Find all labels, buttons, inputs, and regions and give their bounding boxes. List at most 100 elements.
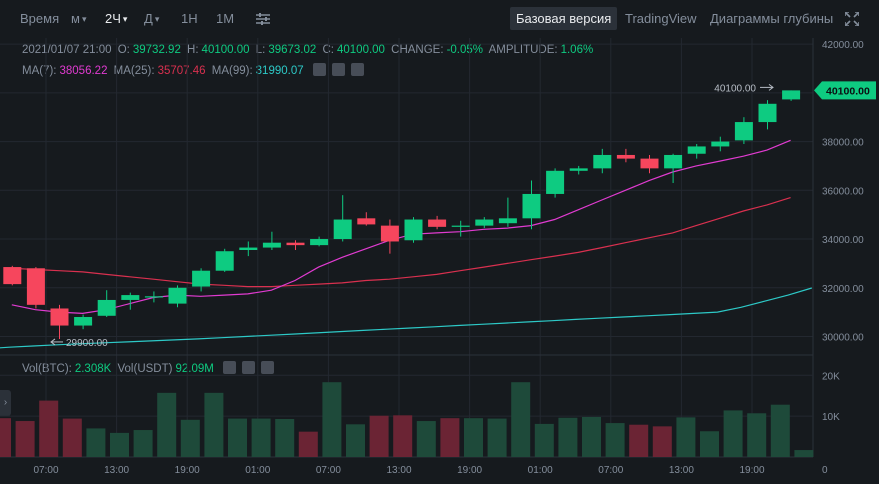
settings-icon[interactable]	[242, 361, 256, 374]
volume-bar	[393, 415, 413, 457]
volume-bar	[62, 418, 82, 457]
volume-bar	[133, 430, 153, 457]
interval-1m[interactable]: 1М	[216, 11, 235, 26]
volume-bar	[487, 418, 507, 457]
fullscreen-icon[interactable]	[844, 11, 860, 31]
volume-bar	[770, 404, 790, 457]
ohlc-legend: 2021/01/07 21:00 O: 39732.92 H: 40100.00 L…	[22, 44, 596, 56]
vol-usdt-value: 92.09M	[175, 363, 214, 375]
candle-body	[74, 317, 93, 326]
caret-down-icon: ▾	[81, 14, 87, 24]
candle-body	[97, 299, 116, 316]
eye-icon[interactable]	[312, 63, 326, 76]
volume-bar	[180, 419, 200, 457]
candle-body	[711, 141, 730, 147]
candle-body	[357, 218, 376, 225]
candle-body	[215, 251, 234, 271]
candle-body	[451, 225, 470, 227]
volume-bar	[440, 418, 460, 457]
candle-body	[168, 287, 187, 304]
volume-bar	[251, 418, 271, 457]
time-tick-label: 13:00	[386, 465, 411, 476]
candle-body	[475, 219, 494, 226]
candle-body	[192, 270, 211, 287]
vol-btc-value: 2.308K	[74, 363, 112, 375]
volume-bar	[322, 382, 342, 457]
ma-legend: MA(7): 38056.22 MA(25): 35707.46 MA(99): 31…	[22, 63, 367, 77]
time-tick-label: 19:00	[739, 465, 764, 476]
ma99-label: MA(99):	[211, 65, 253, 77]
view-depth[interactable]: Диаграммы глубины	[710, 11, 834, 26]
volume-bar	[605, 423, 625, 457]
candle-body	[380, 225, 399, 242]
high-label: H:	[187, 44, 199, 56]
candle-body	[782, 90, 801, 100]
volume-bar	[0, 418, 11, 457]
low-marker-label: 29900.00	[66, 338, 108, 349]
candle-body	[664, 154, 683, 169]
vol-usdt-label: Vol(USDT)	[117, 363, 173, 375]
amplitude-value: 1.06%	[560, 44, 594, 56]
time-tick-label: 07:00	[33, 465, 58, 476]
time-tick-label: 01:00	[245, 465, 270, 476]
volume-bar	[747, 413, 767, 457]
chart-toolbar: Время м ▾ 2Ч ▾ Д ▾ 1Н 1М Базовая версия Tra…	[0, 0, 879, 38]
view-tradingview[interactable]: TradingView	[625, 11, 697, 26]
ma7-label: MA(7):	[22, 65, 57, 77]
close-icon[interactable]	[261, 361, 275, 374]
candle-body	[758, 103, 777, 123]
settings-sliders-icon[interactable]	[256, 12, 270, 31]
close-icon[interactable]	[350, 63, 364, 76]
time-tick-label: 13:00	[669, 465, 694, 476]
open-value: 39732.92	[132, 44, 181, 56]
time-label[interactable]: Время	[20, 11, 60, 26]
volume-bar	[157, 392, 177, 457]
candle-body	[428, 219, 447, 227]
eye-icon[interactable]	[223, 361, 237, 374]
ma25-value: 35707.46	[157, 65, 206, 77]
interval-minutes[interactable]: м ▾	[71, 11, 86, 26]
volume-bar	[534, 423, 554, 457]
interval-minutes-label: м	[71, 11, 80, 26]
price-tick-label: 40000.00	[822, 89, 864, 100]
price-tick-label: 36000.00	[822, 186, 864, 197]
caret-down-icon: ▾	[122, 14, 128, 24]
expand-panel-tab[interactable]: ›	[0, 390, 11, 416]
low-marker-arrowhead	[50, 338, 56, 346]
volume-tick-label: 10K	[822, 412, 840, 423]
view-basic[interactable]: Базовая версия	[510, 7, 618, 30]
interval-day-label: Д	[144, 11, 153, 26]
current-price-tag	[814, 81, 876, 100]
candle-body	[616, 154, 635, 159]
change-label: CHANGE:	[391, 44, 444, 56]
interval-1w[interactable]: 1Н	[181, 11, 198, 26]
volume-bar	[298, 431, 318, 457]
candle-body	[50, 308, 69, 326]
volume-bar	[369, 415, 389, 457]
interval-day[interactable]: Д ▾	[144, 11, 159, 26]
candle-body	[286, 242, 305, 246]
close-label: C:	[322, 44, 334, 56]
price-tick-label: 30000.00	[822, 333, 864, 344]
candle-body	[687, 146, 706, 154]
ma99-line	[0, 287, 812, 349]
volume-bar	[228, 418, 247, 457]
candle-body	[310, 239, 329, 246]
volume-tick-label: 0	[822, 465, 828, 476]
candle-body	[262, 242, 281, 248]
high-value: 40100.00	[201, 44, 250, 56]
candle-body	[121, 295, 140, 300]
volume-bar	[346, 424, 365, 457]
volume-bar	[39, 400, 59, 457]
candle-body	[239, 247, 258, 250]
interval-2h[interactable]: 2Ч ▾	[105, 11, 127, 26]
candle-body	[404, 219, 423, 241]
volume-bar	[629, 424, 649, 457]
settings-icon[interactable]	[331, 63, 345, 76]
candle-body	[546, 170, 565, 194]
volume-bar	[700, 431, 719, 457]
volume-bar	[723, 410, 743, 457]
time-tick-label: 01:00	[528, 465, 553, 476]
volume-bar	[275, 418, 295, 457]
candle-body	[522, 193, 541, 219]
